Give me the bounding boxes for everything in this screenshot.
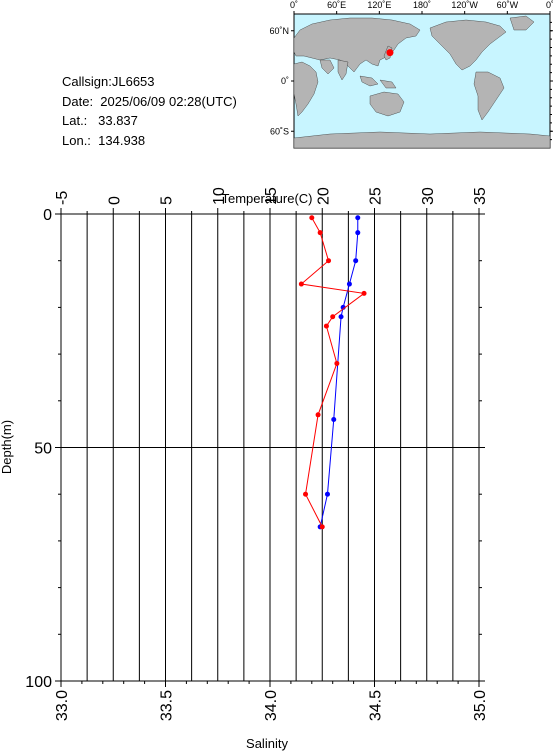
- temperature-tick-label: 15: [263, 187, 280, 205]
- salinity-data-point: [315, 412, 321, 418]
- temperature-data-point: [355, 230, 361, 236]
- depth-axis-label: Depth(m): [0, 420, 14, 474]
- salinity-data-point: [323, 323, 329, 329]
- temperature-data-point: [338, 314, 344, 320]
- map-land: [293, 15, 551, 149]
- map-longitude-label: 120˚E: [367, 0, 391, 10]
- salinity-axis-label: Salinity: [246, 736, 288, 751]
- axis-ticks: [55, 208, 485, 687]
- temperature-data-point: [355, 215, 361, 221]
- salinity-data-point: [317, 230, 323, 236]
- temperature-tick-label: 35: [472, 187, 489, 205]
- station-marker: [386, 49, 394, 57]
- depth-tick-label: 100: [25, 674, 52, 691]
- temperature-data-point: [353, 258, 359, 264]
- date-text: Date: 2025/06/09 02:28(UTC): [62, 93, 237, 109]
- temperature-axis-label: Temperature(C): [221, 191, 312, 206]
- temperature-data-point: [346, 281, 352, 287]
- temperature-tick-label: 5: [159, 196, 176, 205]
- temperature-profile-line: [319, 217, 359, 527]
- map-longitude-label: 0˚: [290, 0, 298, 10]
- salinity-data-point: [298, 281, 304, 287]
- map-longitude-label: 0˚: [546, 0, 553, 10]
- world-map: 0˚ 60˚E 120˚E 180˚ 120˚W 60˚W 0˚ 60˚N 0˚ 60˚S: [269, 0, 553, 149]
- salinity-tick-label: 33.0: [54, 690, 71, 721]
- map-latitude-label: 60˚N: [269, 26, 289, 36]
- salinity-data-point: [361, 290, 367, 296]
- plot-grid: [61, 214, 479, 681]
- map-longitude-label: 60˚E: [327, 0, 346, 10]
- temperature-data-point: [331, 416, 337, 422]
- map-longitude-label: 180˚: [413, 0, 431, 10]
- depth-tick-label: 50: [34, 441, 52, 458]
- salinity-tick-label: 35.0: [472, 690, 489, 721]
- temperature-data-point: [324, 491, 330, 497]
- temperature-tick-label: 30: [420, 187, 437, 205]
- salinity-tick-label: 34.5: [368, 690, 385, 721]
- map-ticks: [291, 11, 553, 141]
- map-longitude-label: 120˚W: [451, 0, 478, 10]
- temperature-tick-labels: -5 0 5 10 15 20 25 30 35: [54, 187, 489, 205]
- salinity-data-point: [326, 258, 332, 264]
- depth-tick-label: 0: [43, 207, 52, 224]
- temperature-tick-label: 20: [315, 187, 332, 205]
- temperature-tick-label: 10: [211, 187, 228, 205]
- map-latitude-label: 60˚S: [270, 126, 289, 136]
- salinity-data-point: [309, 215, 315, 221]
- temperature-tick-label: -5: [54, 191, 71, 205]
- temperature-tick-label: 0: [106, 196, 123, 205]
- depth-tick-labels: 0 50 100: [25, 207, 52, 691]
- profile-chart: -5 0 5 10 15 20 25 30 35 33.0 33.5 34.0 34.5 35.0 05…: [0, 187, 489, 751]
- map-longitude-label: 60˚W: [497, 0, 519, 10]
- map-latitude-labels: 60˚N 0˚ 60˚S: [269, 26, 289, 137]
- map-longitude-labels: 0˚ 60˚E 120˚E 180˚ 120˚W 60˚W 0˚: [290, 0, 553, 10]
- salinity-data-point: [330, 314, 336, 320]
- salinity-tick-labels: 33.0 33.5 34.0 34.5 35.0: [54, 690, 489, 721]
- salinity-data-point: [334, 360, 340, 366]
- longitude-text: Lon.: 134.938: [62, 132, 146, 148]
- callsign-text: Callsign:JL6653: [62, 74, 155, 89]
- map-latitude-label: 0˚: [281, 76, 289, 86]
- temperature-tick-label: 25: [368, 187, 385, 205]
- salinity-data-point: [319, 524, 325, 530]
- salinity-tick-label: 34.0: [263, 690, 280, 721]
- temperature-data-point: [340, 304, 346, 310]
- salinity-data-point: [303, 491, 309, 497]
- salinity-tick-label: 33.5: [159, 690, 176, 721]
- series-layer: [298, 215, 367, 530]
- latitude-text: Lat.: 33.837: [62, 113, 138, 128]
- station-info: Callsign:JL6653 Date: 2025/06/09 02:28(U…: [62, 72, 237, 150]
